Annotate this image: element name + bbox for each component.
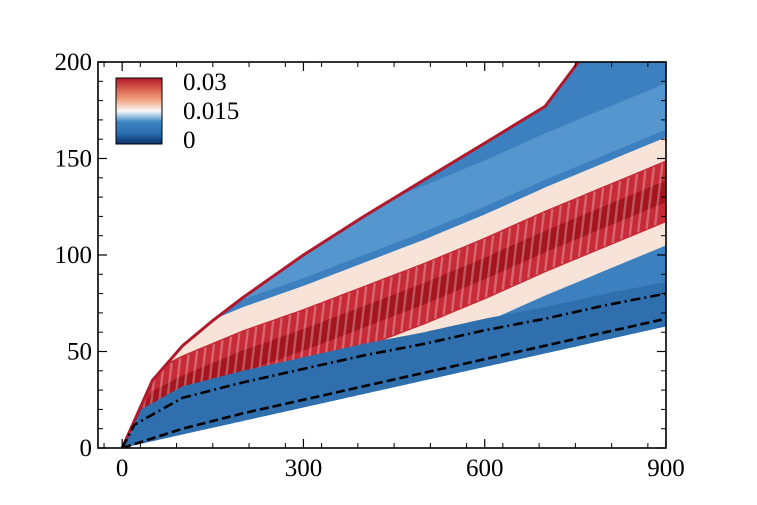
oscillation-streak [620, 177, 630, 240]
oscillation-streak [637, 170, 647, 233]
oscillation-streak [357, 286, 368, 349]
oscillation-streak [493, 231, 503, 294]
contour-field [120, 62, 666, 448]
oscillation-streak [391, 273, 402, 336]
oscillation-streak [645, 166, 656, 229]
oscillation-streak [543, 208, 554, 272]
colorbar-label: 0 [183, 127, 196, 154]
y-tick-label: 50 [67, 339, 92, 366]
oscillation-streak [332, 295, 343, 358]
axes: 0 300 600 900 0 50 100 150 200 [55, 49, 685, 482]
oscillation-streak [535, 212, 546, 275]
colorbar-label: 0.015 [183, 98, 239, 125]
contour-bands [122, 83, 666, 448]
boundary-curve [120, 62, 580, 448]
oscillation-streak [552, 205, 563, 268]
colorbar-label: 0.03 [183, 69, 227, 96]
x-tick-label: 600 [466, 455, 504, 482]
oscillation-streak [527, 216, 537, 279]
oscillation-streak [408, 266, 419, 329]
oscillation-streak [374, 279, 385, 342]
dash-dot-line [121, 292, 666, 448]
oscillation-streak [501, 227, 512, 290]
colorbar-swatch [115, 77, 163, 145]
y-tick-label: 200 [55, 49, 93, 76]
oscillation-streak [569, 198, 579, 261]
plot-area [120, 62, 666, 448]
oscillation-streak [417, 263, 427, 326]
x-tick-label: 900 [647, 455, 685, 482]
x-tick-label: 300 [285, 455, 323, 482]
oscillation-streak [400, 269, 410, 333]
oscillation-streak [653, 163, 664, 226]
oscillation-streak [366, 282, 376, 346]
x-tick-label: 0 [116, 455, 129, 482]
oscillation-streak [442, 253, 453, 316]
oscillation-streak [603, 184, 613, 247]
oscillation-streak [560, 201, 571, 264]
oscillation-streak [467, 242, 478, 305]
contour-band-red-core [122, 180, 666, 448]
y-tick-label: 0 [80, 435, 93, 462]
oscillation-streak [459, 246, 469, 309]
oscillation-streak [611, 180, 622, 243]
oscillation-streak [577, 194, 588, 257]
oscillation-streak [484, 235, 495, 298]
oscillation-streak [315, 302, 326, 365]
oscillation-streak [433, 256, 444, 319]
dashed-line [121, 317, 666, 448]
oscillation-streak [383, 276, 393, 339]
oscillation-streak [340, 292, 351, 355]
oscillation-streak [594, 187, 605, 250]
oscillation-streak [450, 249, 461, 312]
oscillation-streak [518, 220, 529, 283]
oscillation-streak [349, 289, 360, 352]
oscillation-streak [586, 191, 596, 254]
oscillation-streak [628, 173, 639, 236]
y-tick-label: 150 [55, 146, 93, 173]
oscillation-streak [510, 223, 520, 287]
oscillation-streak [324, 299, 334, 362]
contour-band-light-blue [122, 83, 666, 387]
oscillation-streak [425, 260, 436, 323]
contour-band-dark-blue [122, 282, 666, 448]
y-tick-label: 100 [55, 242, 93, 269]
oscillation-streak [476, 238, 486, 302]
